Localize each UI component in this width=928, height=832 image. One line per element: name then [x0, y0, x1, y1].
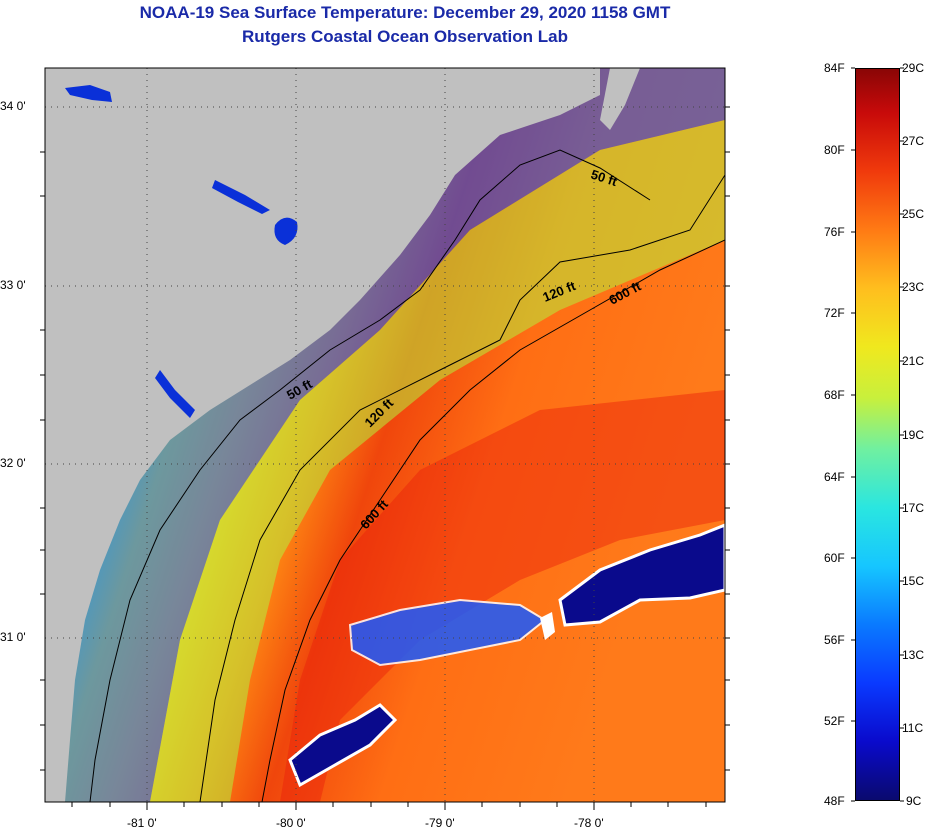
land-cape [600, 68, 640, 130]
colorbar-c-label: 15C [902, 574, 925, 588]
colorbar-c-label: 23C [902, 280, 925, 294]
lat-label: 33 0' [0, 278, 26, 292]
colorbar-c-label: 13C [902, 648, 925, 662]
colorbar-f-label: 80F [824, 143, 845, 157]
colorbar-f-label: 72F [824, 306, 845, 320]
colorbar-c-label: 25C [902, 207, 925, 221]
colorbar-f-label: 48F [824, 794, 845, 808]
lon-label: -78 0' [574, 816, 604, 830]
colorbar-c-label: 21C [902, 354, 925, 368]
cloud-patch [558, 523, 725, 627]
inland-lake [274, 217, 298, 245]
contour-50ft [89, 149, 651, 802]
contour-600ft [261, 239, 725, 802]
inland-lake [65, 85, 112, 102]
cloud-patch [288, 703, 398, 788]
inland-river [212, 180, 270, 214]
colorbar-c-label: 11C [902, 721, 924, 735]
colorbar-f-label: 64F [824, 470, 845, 484]
colorbar-f-label: 60F [824, 551, 845, 565]
lon-label: -80 0' [276, 816, 306, 830]
lon-label: -81 0' [127, 816, 157, 830]
colorbar-c-label: 19C [902, 428, 925, 442]
colorbar-f-label: 68F [824, 388, 845, 402]
colorbar-f-label: 56F [824, 633, 845, 647]
land-mass [45, 68, 600, 802]
colorbar-ticks [851, 67, 904, 802]
lat-label: 31 0' [0, 630, 26, 644]
colorbar-f-label: 84F [824, 61, 845, 75]
cloud-edge [540, 612, 555, 640]
map-title: NOAA-19 Sea Surface Temperature: Decembe… [139, 3, 671, 22]
gulf-stream-core [280, 390, 725, 802]
lat-label: 34 0' [0, 99, 26, 113]
map-subtitle: Rutgers Coastal Ocean Observation Lab [242, 27, 568, 46]
colorbar-c-label: 17C [902, 501, 925, 515]
lat-label: 32 0' [0, 456, 26, 470]
cloud-patch [348, 598, 547, 667]
lon-label: -79 0' [425, 816, 455, 830]
colorbar-f-label: 52F [824, 714, 845, 728]
colorbar-f-label: 76F [824, 225, 845, 239]
colorbar-c-label: 9C [906, 794, 922, 808]
midshelf-water [150, 120, 725, 802]
contour-120ft [199, 174, 725, 802]
inland-river [155, 370, 195, 418]
colorbar-c-label: 29C [902, 61, 925, 75]
temperature-colorbar [855, 68, 900, 801]
colorbar-c-label: 27C [902, 134, 925, 148]
